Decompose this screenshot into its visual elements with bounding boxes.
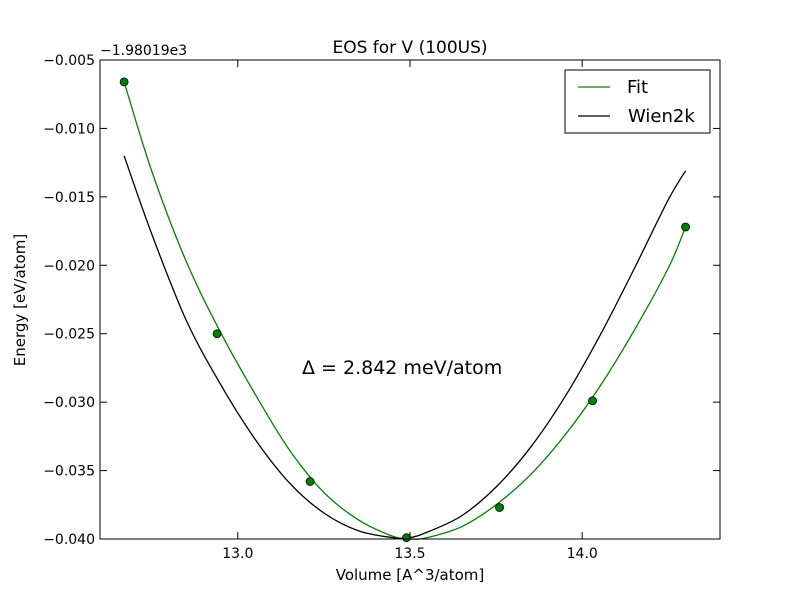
- x-axis-label: Volume [A^3/atom]: [336, 566, 485, 584]
- y-tick-label: −0.010: [43, 121, 95, 137]
- legend: Fit Wien2k: [564, 69, 711, 134]
- y-offset-label: −1.98019e3: [100, 43, 187, 59]
- fit-data-point: [495, 503, 504, 512]
- legend-label-fit: Fit: [627, 77, 648, 98]
- chart-title: EOS for V (100US): [332, 38, 487, 58]
- x-tick-label: 14.0: [567, 546, 598, 562]
- y-tick-label: −0.035: [43, 464, 95, 480]
- y-tick-label: −0.020: [43, 258, 95, 274]
- y-axis-label: Energy [eV/atom]: [11, 234, 29, 366]
- fit-data-point: [212, 329, 222, 339]
- legend-label-wien2k: Wien2k: [628, 106, 695, 127]
- y-tick-label: −0.040: [43, 532, 95, 548]
- y-axis: −0.005 −0.010 −0.015 −0.020 −0.025 −0.030 −0.0…: [43, 53, 720, 548]
- points-layer: [119, 77, 690, 543]
- x-tick-label: 13.0: [222, 546, 253, 562]
- series-line-fit: [123, 81, 687, 540]
- y-tick-label: −0.005: [43, 53, 95, 69]
- y-tick-label: −0.025: [43, 327, 95, 343]
- x-tick-label: 13.5: [394, 546, 425, 562]
- series-layer: [123, 81, 687, 540]
- series-line-wien2k: [123, 155, 687, 540]
- delta-annotation: Δ = 2.842 meV/atom: [302, 357, 502, 379]
- fit-data-point: [681, 222, 690, 232]
- legend-box: [564, 69, 711, 134]
- x-axis: 13.0 13.5 14.0: [222, 60, 598, 562]
- fit-data-point: [588, 396, 597, 406]
- y-tick-label: −0.030: [43, 395, 95, 411]
- fit-data-point: [119, 77, 129, 87]
- fit-data-point: [305, 477, 315, 486]
- fit-data-point: [402, 533, 411, 543]
- y-tick-label: −0.015: [43, 190, 95, 206]
